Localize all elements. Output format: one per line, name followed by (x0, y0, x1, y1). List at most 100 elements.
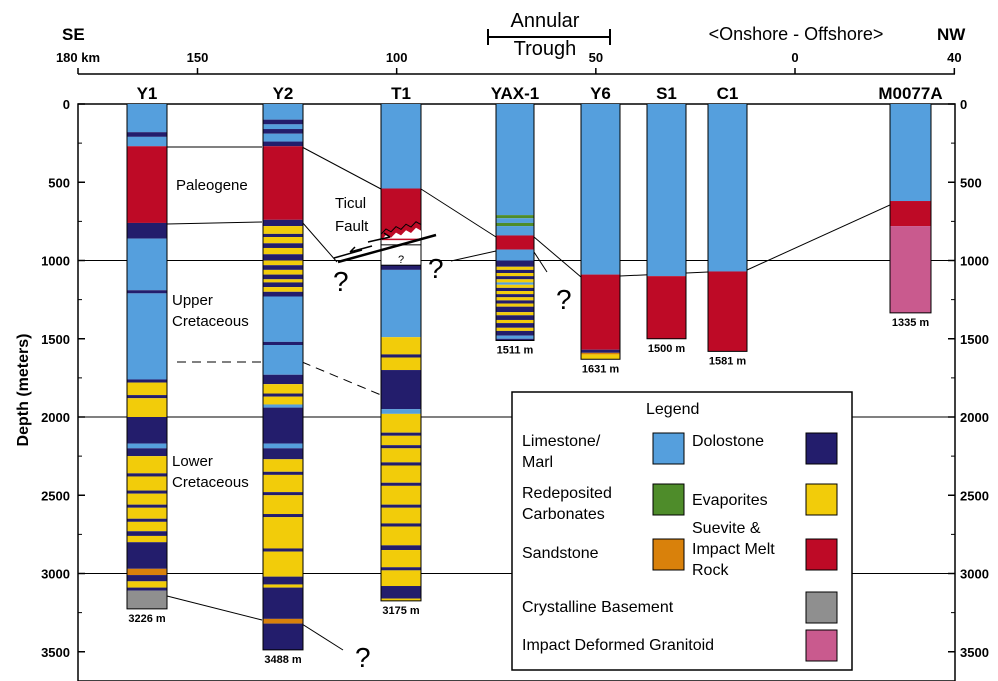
layer-dolostone (381, 586, 421, 599)
layer-evaporites (496, 279, 534, 283)
layer-suevite (496, 235, 534, 250)
layer-evaporites (496, 291, 534, 295)
paleogene-top-line (301, 146, 382, 190)
layer-evaporites (263, 287, 303, 292)
legend-item-label: Sandstone (522, 545, 599, 562)
well-y6: Y6 1631 m (580, 84, 621, 375)
depth-tick-label-right: 3500 (960, 645, 989, 660)
layer-evaporites (496, 297, 534, 301)
layer-evaporites (263, 495, 303, 515)
paleogene-base-line (450, 250, 497, 262)
legend-swatch-evaporites (805, 483, 838, 516)
layer-evaporites (263, 279, 303, 283)
layer-limestone (496, 226, 534, 236)
total-depth-label: 1581 m (709, 355, 747, 367)
layer-dolostone (381, 504, 421, 508)
layer-limestone (496, 249, 534, 261)
layer-limestone (496, 104, 534, 216)
layer-redeposited (496, 222, 534, 227)
layer-dolostone (127, 504, 167, 508)
layer-limestone (127, 238, 167, 291)
paleogene-base-line (301, 221, 338, 263)
layer-evaporites (381, 570, 421, 587)
well-name-label: YAX-1 (491, 84, 540, 103)
legend-swatch-limestone (652, 432, 685, 465)
legend-item-label: Carbonates (522, 506, 605, 523)
layer-dolostone (263, 254, 303, 261)
well-outline (380, 104, 422, 602)
depth-tick-label-left: 2500 (41, 488, 70, 503)
legend-swatch-granitoid (805, 629, 838, 662)
well-yax-1: YAX-1 1511 m (491, 84, 540, 356)
layer-dolostone (263, 291, 303, 297)
layer-evaporites (496, 303, 534, 307)
layer-dolostone (127, 395, 167, 399)
layer-dolostone (263, 492, 303, 496)
layer-dolostone (263, 471, 303, 475)
well-s1: S1 1500 m (646, 84, 687, 355)
layer-dolostone (381, 567, 421, 571)
paleogene-base-line (166, 221, 263, 225)
onshore-offshore-label: <Onshore - Offshore> (709, 24, 884, 44)
layer-dolostone (263, 576, 303, 585)
layer-dolostone (381, 445, 421, 449)
well-outline (495, 104, 535, 341)
layer-dolostone (263, 243, 303, 248)
upper-cretaceous-label-line1: Upper (172, 292, 213, 309)
well-name-label: Y6 (590, 84, 611, 103)
question-mark: ? (556, 284, 572, 315)
layer-limestone (127, 293, 167, 380)
depth-tick-label-right: 3000 (960, 567, 989, 582)
legend-title: Legend (646, 401, 699, 418)
layer-dolostone (496, 287, 534, 292)
depth-tick-label-right: 500 (960, 175, 982, 190)
well-y2: Y2 3488 m (262, 84, 304, 666)
layer-dolostone (127, 132, 167, 137)
layer-suevite (127, 146, 167, 223)
layer-basement (127, 590, 167, 609)
layer-limestone (381, 409, 421, 414)
km-axis-ticks: 180 km 150 100 50 0 40 (56, 50, 962, 74)
layer-sandstone (127, 568, 167, 576)
well-name-label: Y1 (137, 84, 158, 103)
layer-dolostone (127, 542, 167, 569)
depth-tick-label-right: 1500 (960, 332, 989, 347)
depth-tick-label-right: 0 (960, 97, 967, 112)
layer-evaporites (263, 269, 303, 275)
fault-cut-icon (381, 227, 421, 241)
layer-dolostone (496, 269, 534, 274)
layer-dolostone (263, 548, 303, 552)
layer-dolostone (127, 379, 167, 383)
layer-evaporites (263, 551, 303, 577)
well-name-label: T1 (391, 84, 411, 103)
layer-dolostone (496, 315, 534, 320)
layer-evaporites (381, 435, 421, 446)
fault-cut-edge (380, 221, 422, 235)
depth-tick-label-left: 0 (63, 97, 70, 112)
depth-tick-label-left: 500 (48, 175, 70, 190)
legend-items: Limestone/Marl Dolostone Redeposited Carbon… (522, 432, 838, 662)
depth-tick-label-right: 2500 (960, 488, 989, 503)
layer-limestone (263, 296, 303, 342)
layer-evaporites (381, 357, 421, 371)
layer-evaporites (263, 260, 303, 266)
layer-evaporites (496, 266, 534, 270)
well-outline (707, 104, 748, 352)
annular-trough-label-line2: Trough (514, 38, 577, 60)
well-outline (646, 104, 687, 340)
legend-item-label: Impact Deformed Granitoid (522, 637, 714, 654)
legend-swatch-sandstone (652, 538, 685, 571)
layer-suevite (581, 274, 620, 350)
layer-dolostone (263, 119, 303, 125)
well-columns: Y1 3226 m Y2 3488 m T1 3175 m YAX-1 1511 m Y6 163… (126, 84, 943, 666)
layer-limestone (263, 345, 303, 375)
well-y1: Y1 3226 m (126, 84, 168, 625)
layer-dolostone (127, 222, 167, 239)
layer-dolostone (496, 323, 534, 328)
layer-evaporites (127, 456, 167, 474)
layer-redeposited (496, 215, 534, 219)
lower-cretaceous-label-line2: Cretaceous (172, 474, 249, 491)
layer-evaporites (381, 550, 421, 568)
layer-evaporites (263, 384, 303, 394)
layer-dolostone (263, 407, 303, 444)
